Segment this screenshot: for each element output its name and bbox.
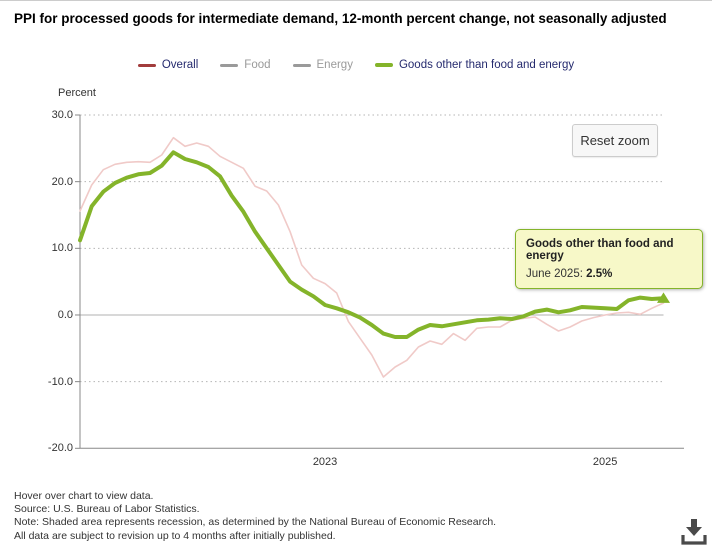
series-marker bbox=[657, 292, 670, 303]
legend-label: Energy bbox=[316, 59, 353, 71]
series-line-overall bbox=[79, 136, 665, 378]
reset-zoom-button[interactable]: Reset zoom bbox=[572, 124, 658, 157]
legend-swatch bbox=[292, 63, 311, 67]
legend-swatch bbox=[137, 63, 156, 67]
legend-swatch bbox=[220, 63, 239, 67]
footnote-line: Source: U.S. Bureau of Labor Statistics. bbox=[14, 503, 200, 516]
tooltip-series-name: Goods other than food and energy bbox=[526, 238, 674, 262]
page-title: PPI for processed goods for intermediate… bbox=[14, 11, 667, 26]
y-tick-label: 30.0 bbox=[51, 109, 73, 121]
series-line-goods-other-than-food-and-energy bbox=[78, 150, 666, 339]
y-tick-label: -20.0 bbox=[47, 442, 73, 455]
y-tick-label: 0.0 bbox=[57, 308, 73, 321]
legend-swatch bbox=[374, 63, 393, 67]
footnote-line: Hover over chart to view data. bbox=[14, 490, 154, 502]
legend-item-food[interactable]: Food bbox=[220, 59, 271, 71]
legend-item-overall[interactable]: Overall bbox=[137, 59, 199, 71]
legend-item-energy[interactable]: Energy bbox=[292, 59, 353, 71]
y-tick-label: 10.0 bbox=[51, 242, 73, 255]
y-axis-title: Percent bbox=[58, 87, 96, 99]
chart-tooltip: Goods other than food and energy June 20… bbox=[515, 229, 703, 289]
footnote-line: Note: Shaded area represents recession, … bbox=[14, 516, 497, 529]
chart-legend: Overall Food Energy Goods other than food a… bbox=[0, 57, 712, 73]
legend-label: Overall bbox=[161, 59, 199, 71]
x-tick-label: 2025 bbox=[592, 456, 618, 468]
y-tick-label: 20.0 bbox=[51, 175, 73, 188]
legend-item-goods-other-than-food-and-energy[interactable]: Goods other than food and energy bbox=[374, 59, 575, 71]
x-tick-label: 2023 bbox=[312, 456, 338, 468]
download-icon bbox=[681, 519, 707, 545]
legend-label: Goods other than food and energy bbox=[398, 59, 575, 71]
tooltip-value: 2.5% bbox=[586, 268, 613, 280]
y-tick-label: -10.0 bbox=[47, 375, 73, 388]
chart-footnotes: Hover over chart to view data. Source: U.… bbox=[14, 490, 496, 543]
legend-label: Food bbox=[244, 59, 271, 71]
download-button[interactable] bbox=[680, 516, 708, 548]
tooltip-period: June 2025: bbox=[526, 268, 583, 280]
tooltip-value-line: June 2025: 2.5% bbox=[526, 268, 692, 280]
footnote-line: All data are subject to revision up to 4… bbox=[14, 529, 336, 542]
